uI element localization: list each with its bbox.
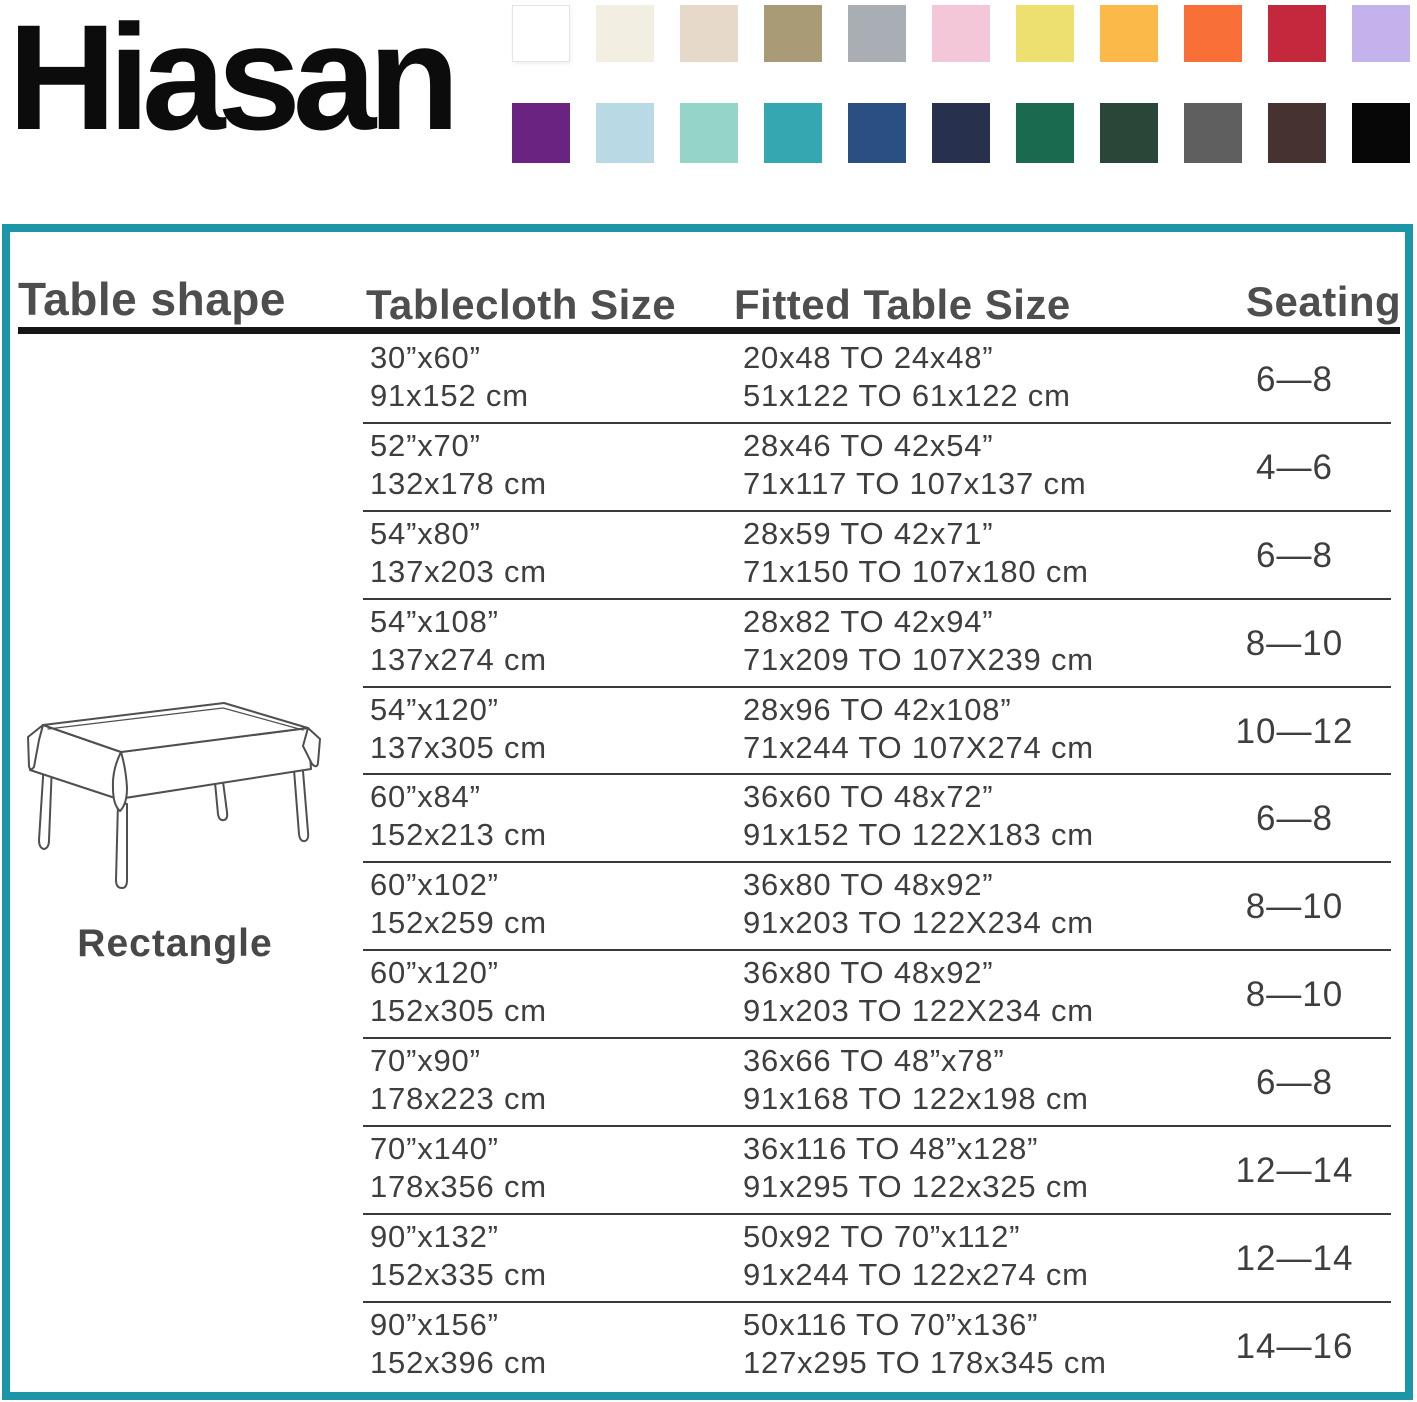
color-swatch-taupe [764, 5, 822, 62]
seating-cell: 6—8 [1256, 1063, 1333, 1103]
column-header-table-shape: Table shape [18, 273, 286, 325]
seating-cell: 12—14 [1235, 1238, 1354, 1278]
size-row: 70”x140” 178x356 cm 36x116 TO 48”x128” 91x2… [363, 1127, 1391, 1215]
shape-label: Rectangle [77, 922, 273, 965]
color-swatch-lavender [1352, 5, 1410, 62]
size-row: 60”x102” 152x259 cm 36x80 TO 48x92” 91x203 … [363, 863, 1391, 952]
color-swatch-yellow [1016, 5, 1074, 62]
seating-cell: 8—10 [1245, 623, 1344, 663]
color-swatch-dark-green [1100, 103, 1158, 163]
color-swatch-grey [848, 5, 906, 62]
color-swatch-ivory [596, 5, 654, 62]
color-swatch-blue [848, 103, 906, 163]
color-swatch-grid [512, 5, 1410, 163]
color-swatch-navy [932, 103, 990, 163]
color-swatch-chocolate [1268, 103, 1326, 163]
size-row: 54”x108” 137x274 cm 28x82 TO 42x94” 71x209 … [363, 600, 1391, 688]
size-row: 60”x84” 152x213 cm 36x60 TO 48x72” 91x152 T… [363, 775, 1391, 864]
column-header-fitted-table-size: Fitted Table Size [734, 281, 1071, 328]
seating-cell: 6—8 [1256, 360, 1333, 399]
color-swatch-orange [1184, 5, 1242, 62]
size-row: 60”x120” 152x305 cm 36x80 TO 48x92” 91x203 … [363, 951, 1391, 1040]
size-row: 54”x80” 137x203 cm 28x59 TO 42x71” 71x150 T… [363, 512, 1391, 600]
seating-cell: 8—10 [1245, 975, 1344, 1015]
column-header-seating: Seating [1246, 278, 1402, 325]
color-swatch-dark-grey [1184, 103, 1242, 163]
size-row: 52”x70” 132x178 cm 28x46 TO 42x54” 71x117 T… [363, 424, 1391, 512]
size-row: 90”x156” 152x396 cm 50x116 TO 70”x136” 127x… [363, 1303, 1391, 1391]
color-swatch-beige [680, 5, 738, 62]
rectangle-table-icon [27, 702, 321, 889]
size-row: 30”x60” 91x152 cm 20x48 TO 24x48” 51x122 TO… [363, 336, 1391, 424]
seating-cell: 8—10 [1245, 887, 1344, 927]
size-row: 70”x90” 178x223 cm 36x66 TO 48”x78” 91x168 … [363, 1039, 1391, 1128]
color-swatch-pink [932, 5, 990, 62]
color-swatch-teal [764, 103, 822, 163]
seating-cell: 4—6 [1256, 447, 1333, 487]
color-swatch-aqua [680, 103, 738, 163]
size-row: 54”x120” 137x305 cm 28x96 TO 42x108” 71x244… [363, 688, 1391, 776]
seating-cell: 12—14 [1235, 1151, 1354, 1191]
color-swatch-green [1016, 103, 1074, 163]
size-row: 90”x132” 152x335 cm 50x92 TO 70”x112” 91x24… [363, 1215, 1391, 1303]
seating-cell: 6—8 [1256, 535, 1333, 575]
seating-cell: 14—16 [1235, 1326, 1354, 1366]
size-rows: 30”x60” 91x152 cm 20x48 TO 24x48” 51x122 TO… [363, 336, 1391, 1391]
header-divider [18, 327, 1400, 334]
color-swatch-marigold [1100, 5, 1158, 62]
color-swatch-light-blue [596, 103, 654, 163]
column-header-tablecloth-size: Tablecloth Size [366, 281, 677, 328]
color-swatch-black [1352, 103, 1410, 163]
color-swatch-white [512, 5, 570, 62]
seating-cell: 10—12 [1235, 711, 1354, 751]
color-swatch-red [1268, 5, 1326, 62]
size-chart-frame [2, 224, 1413, 1400]
brand-logo: Hiasan [8, 0, 460, 161]
color-swatch-purple [512, 103, 570, 163]
seating-cell: 6—8 [1256, 799, 1333, 839]
